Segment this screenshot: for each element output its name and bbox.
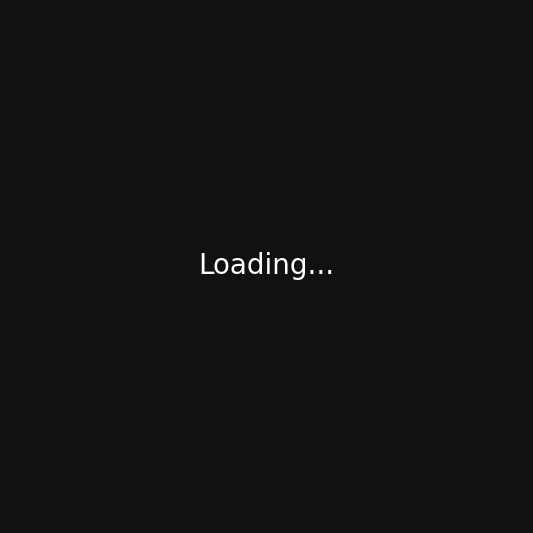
Text: Loading...: Loading... xyxy=(198,253,335,280)
